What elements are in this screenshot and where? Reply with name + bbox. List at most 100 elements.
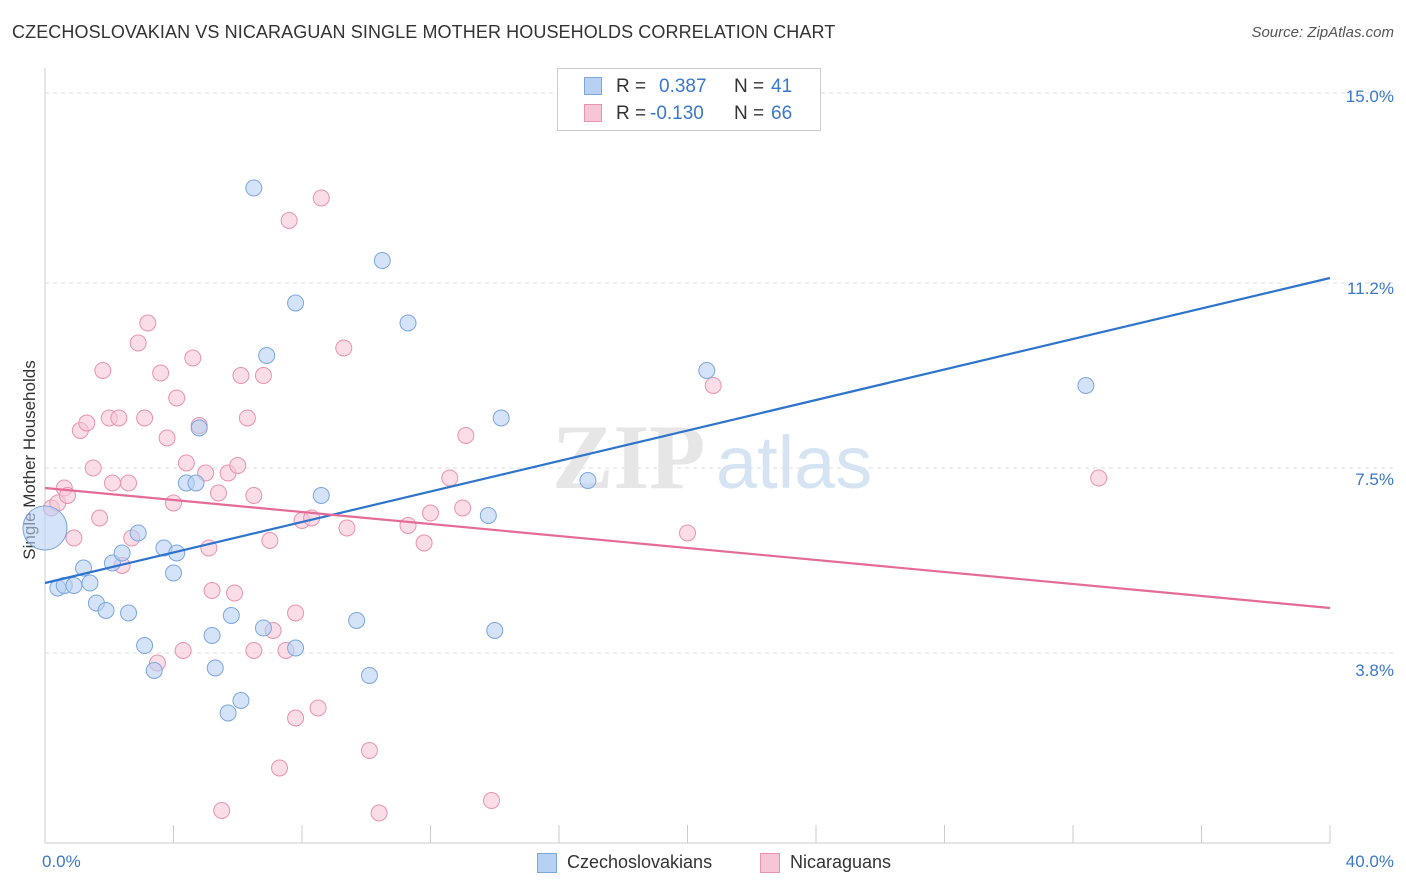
n-label: N = — [734, 76, 765, 97]
czechoslovakian-point — [254, 619, 272, 637]
nicaraguan-point — [309, 699, 327, 717]
nicaraguan-point — [139, 314, 157, 332]
x-ticks — [173, 825, 1331, 843]
nicaraguan-point — [415, 534, 433, 552]
r-label: R = — [616, 103, 647, 124]
czechoslovakian-point — [287, 294, 305, 312]
pink-swatch — [760, 853, 780, 873]
x-min-label: 0.0% — [42, 852, 81, 871]
czechoslovakian-point — [373, 252, 391, 269]
czechoslovakian-point — [486, 622, 504, 639]
czechoslovakian-point — [222, 607, 240, 624]
czechoslovakian-point — [1077, 377, 1095, 394]
nicaraguan-point — [84, 459, 102, 477]
czechoslovakian-point — [492, 409, 510, 427]
czechoslovakian-point — [312, 487, 330, 504]
chart-title: CZECHOSLOVAKIAN VS NICARAGUAN SINGLE MOT… — [12, 22, 836, 42]
czechoslovakians-points — [22, 179, 1095, 722]
czechoslovakian-point — [136, 637, 154, 654]
nicaraguan-point — [168, 389, 186, 407]
nicaraguan-point — [679, 524, 696, 542]
nicaraguan-point — [261, 532, 279, 549]
blue-swatch — [537, 853, 557, 873]
czechoslovakian-point — [258, 347, 276, 364]
nicaraguan-point — [1090, 469, 1108, 487]
czechoslovakian-point — [245, 179, 263, 197]
nicaraguan-point — [232, 367, 250, 384]
czechoslovakian-point — [120, 604, 138, 622]
nicaraguan-point — [245, 487, 263, 504]
nicaraguan-point — [254, 367, 272, 384]
nicaraguan-point — [129, 334, 147, 352]
blue-swatch — [584, 77, 602, 95]
czechoslovakian-point — [698, 362, 716, 379]
nicaraguan-point — [203, 582, 221, 599]
nicaraguan-point — [152, 364, 170, 382]
nicaraguan-point — [483, 792, 501, 809]
nicaraguan-point — [245, 642, 263, 659]
n-label: N = — [734, 103, 765, 124]
x-max-label: 40.0% — [1345, 852, 1394, 871]
nicaraguan-point — [94, 362, 112, 379]
czechoslovakian-point — [203, 627, 221, 644]
czechoslovakian-point — [348, 612, 366, 629]
y-tick-label-15: 15.0% — [1345, 87, 1394, 106]
czechoslovakian-point — [219, 704, 237, 722]
nicaraguan-point — [229, 457, 247, 474]
nicaraguan-point — [226, 584, 244, 602]
n-value: 66 — [771, 103, 793, 124]
nicaraguan-point — [177, 454, 195, 472]
nicaraguan-point — [312, 189, 330, 207]
nicaraguan-point — [184, 349, 202, 367]
source-note: Source: ZipAtlas.com — [1251, 24, 1394, 41]
czechoslovakian-point — [187, 474, 205, 492]
czechoslovakian-point — [190, 419, 208, 437]
nicaraguan-point — [78, 414, 96, 432]
czechoslovakian-point — [129, 524, 147, 542]
nicaraguan-point — [103, 474, 121, 492]
czechoslovakian-point — [360, 667, 378, 684]
nicaraguan-point — [360, 742, 378, 759]
nicaraguan-point — [704, 377, 722, 394]
nicaraguan-point — [174, 642, 192, 659]
nicaraguan-point — [120, 474, 138, 492]
nicaraguan-point — [287, 709, 305, 727]
czechoslovakian-point — [145, 662, 163, 679]
czechoslovakian-point — [479, 507, 497, 524]
czechoslovakian-point — [579, 472, 597, 489]
watermark: ZIP atlas — [552, 406, 872, 508]
nicaraguan-point — [370, 804, 388, 822]
nicaraguan-point — [136, 409, 154, 427]
czechoslovakian-point — [206, 659, 224, 677]
nicaraguan-point — [110, 409, 128, 427]
nicaraguan-point — [335, 339, 353, 357]
n-value: 41 — [771, 76, 793, 97]
czechoslovakian-point — [97, 602, 115, 619]
nicaraguan-point — [441, 469, 459, 487]
nicaraguan-point — [209, 484, 227, 502]
nicaraguan-point — [165, 494, 182, 512]
czechoslovakians-trend-line — [44, 276, 1331, 585]
czechoslovakian-point — [232, 692, 250, 709]
r-value: -0.130 — [650, 103, 704, 124]
legend-label: Czechoslovakians — [567, 852, 713, 872]
r-label: R = — [616, 76, 647, 97]
nicaraguan-point — [287, 604, 305, 622]
czechoslovakian-point — [165, 564, 182, 582]
stats-legend: R = 0.387 N = 41 R = -0.130 N = 66 — [557, 68, 821, 131]
watermark-atlas: atlas — [716, 421, 872, 504]
nicaraguan-point — [238, 409, 256, 427]
pink-swatch — [584, 104, 602, 122]
czechoslovakian-point — [81, 574, 99, 592]
nicaraguan-point — [454, 499, 472, 517]
nicaraguan-point — [280, 212, 298, 229]
y-tick-label-7-5: 7.5% — [1355, 470, 1394, 489]
nicaraguan-point — [422, 504, 439, 522]
trend-lines — [44, 276, 1331, 610]
czechoslovakian-point — [287, 639, 305, 657]
nicaraguan-point — [158, 429, 176, 447]
y-tick-label-3-8: 3.8% — [1355, 661, 1394, 680]
nicaraguan-point — [271, 759, 289, 777]
nicaraguans-trend-line — [44, 486, 1331, 610]
